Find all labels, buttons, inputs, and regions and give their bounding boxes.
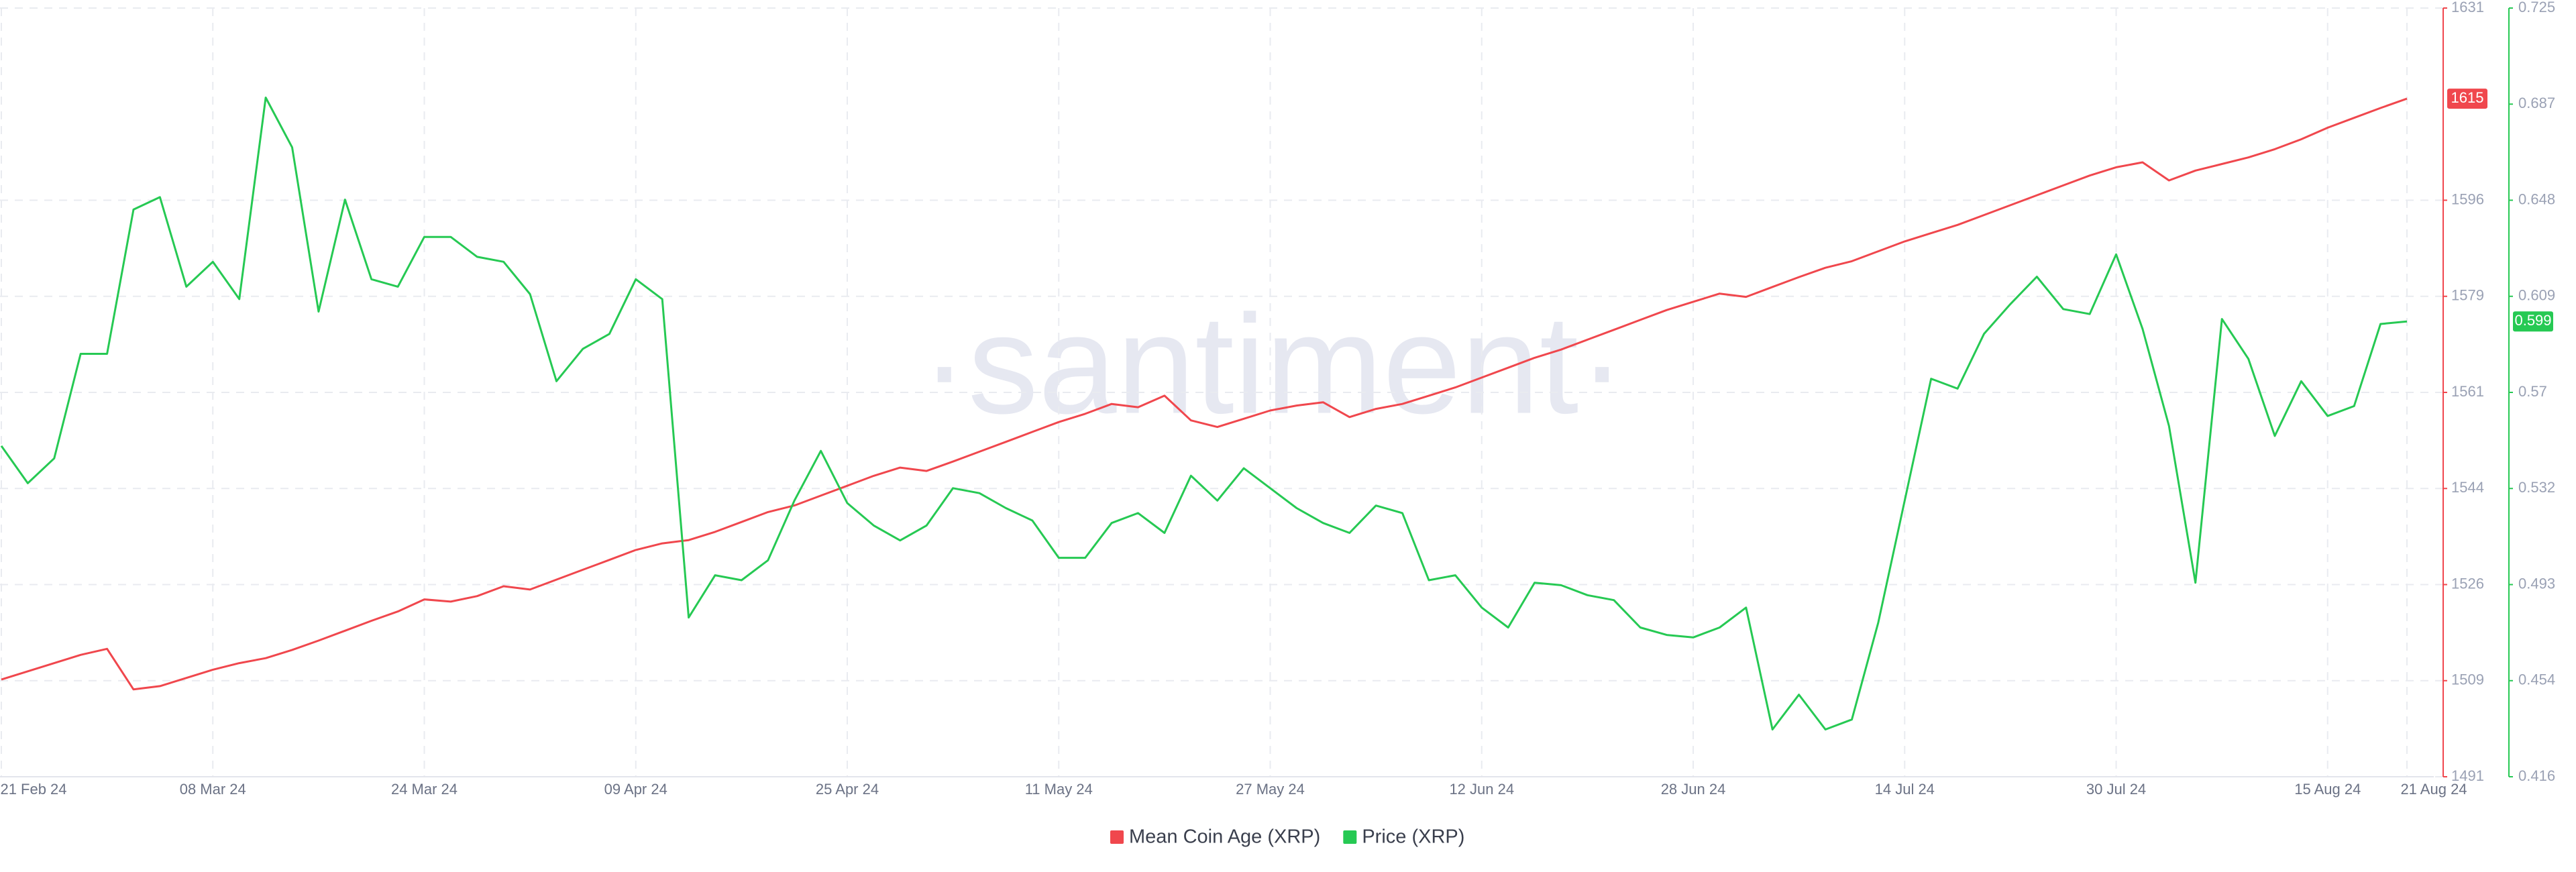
x-tick-label: 15 Aug 24 [2294,781,2361,798]
y2-tick-label: 0.532 [2518,479,2555,496]
legend-swatch [1110,830,1124,844]
series-line [1,97,2408,691]
y-tick-label: 1526 [2451,575,2484,592]
x-tick-label: 09 Apr 24 [604,781,667,798]
x-tick-label: 08 Mar 24 [180,781,246,798]
value-badge [2513,311,2553,332]
x-tick-label: 28 Jun 24 [1661,781,1726,798]
x-tick-label: 24 Mar 24 [391,781,458,798]
x-tick-label: 25 Apr 24 [816,781,879,798]
y-tick-label: 1596 [2451,190,2484,207]
y-tick-label: 1491 [2451,767,2484,784]
y2-tick-label: 0.648 [2518,190,2555,207]
x-tick-label: 21 Aug 24 [2400,781,2467,798]
x-tick-label: 14 Jul 24 [1875,781,1935,798]
y-tick-label: 1561 [2451,383,2484,400]
value-badge [2447,89,2487,109]
legend-label: Price (XRP) [1362,826,1464,848]
x-tick-label: 21 Feb 24 [0,781,66,798]
y-tick-label: 1509 [2451,671,2484,688]
y-tick-label: 1579 [2451,287,2484,304]
y2-tick-label: 0.725 [2518,0,2555,15]
x-tick-label: 11 May 24 [1025,781,1093,798]
legend-swatch [1343,830,1357,844]
y-tick-label: 1631 [2451,0,2484,15]
value-label: 1615 [2451,89,2484,106]
watermark: ·santiment· [921,285,1625,443]
y2-tick-label: 0.416 [2518,767,2555,784]
y2-tick-label: 0.609 [2518,287,2555,304]
value-label: 0.599 [2514,312,2551,329]
y2-tick-label: 0.687 [2518,95,2555,111]
x-tick-label: 12 Jun 24 [1449,781,1514,798]
legend-label: Mean Coin Age (XRP) [1129,826,1320,848]
y-tick-label: 1544 [2451,479,2484,496]
x-tick-label: 30 Jul 24 [2086,781,2146,798]
y2-tick-label: 0.454 [2518,671,2555,688]
y2-tick-label: 0.493 [2518,575,2555,592]
series-line [0,97,2408,730]
y2-tick-label: 0.57 [2518,383,2547,400]
x-tick-label: 27 May 24 [1236,781,1305,798]
